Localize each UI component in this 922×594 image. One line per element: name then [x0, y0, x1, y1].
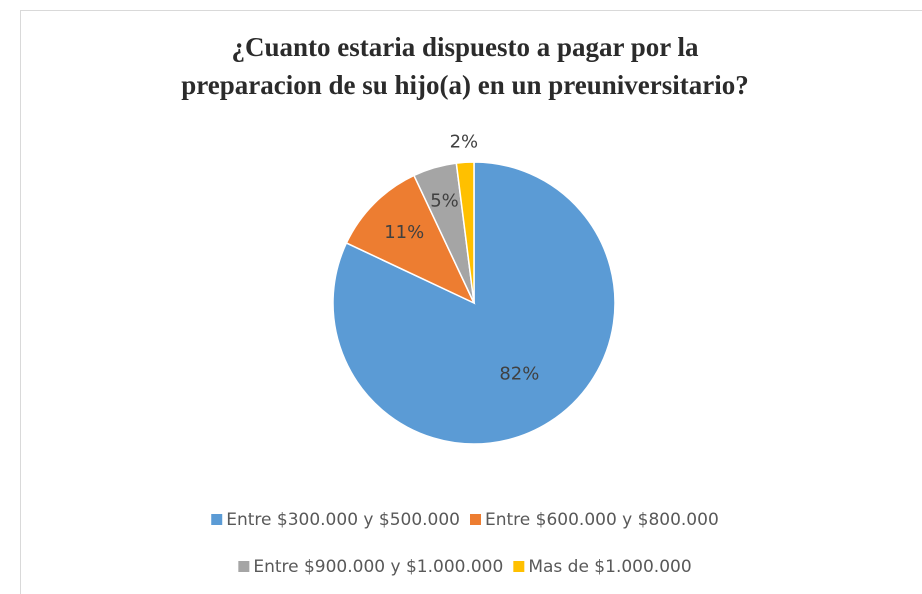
chart-title: ¿Cuanto estaria dispuesto a pagar por la: [231, 32, 699, 62]
legend-label: Entre $300.000 y $500.000: [226, 510, 460, 530]
pie-slice: [345, 174, 476, 305]
legend-swatch: [238, 561, 250, 572]
legend-label: Mas de $1.000.000: [528, 557, 691, 577]
legend-swatch: [211, 514, 223, 525]
data-label: 11%: [384, 222, 424, 243]
legend-swatch: [513, 561, 525, 572]
pie-slice: [455, 161, 475, 304]
data-label: 5%: [430, 190, 459, 211]
legend-label: Entre $900.000 y $1.000.000: [253, 557, 503, 577]
legend-swatch: [470, 514, 481, 525]
data-label: 2%: [450, 131, 479, 152]
data-label: 82%: [499, 363, 539, 384]
chart-title: preparacion de su hijo(a) en un preunive…: [181, 70, 749, 100]
legend-label: Entre $600.000 y $800.000: [485, 510, 719, 530]
